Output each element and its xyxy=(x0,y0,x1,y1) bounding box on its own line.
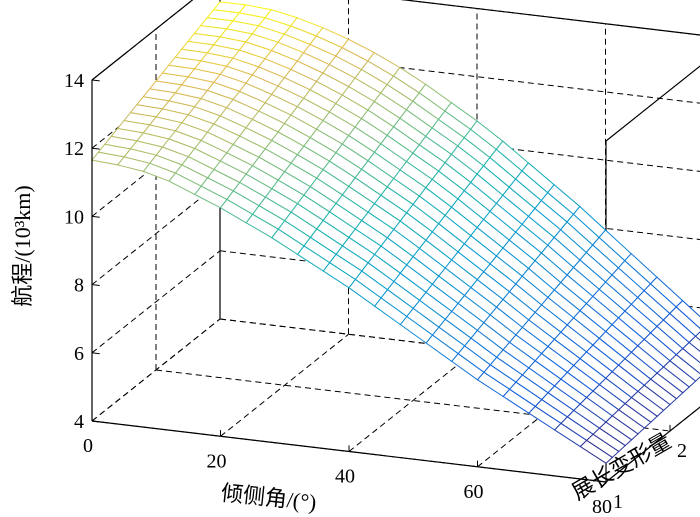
z-tick-mark xyxy=(91,147,100,150)
grid-line-z-back-wall xyxy=(219,113,700,172)
grid-line-z-back-wall xyxy=(219,45,700,104)
surface-cell xyxy=(579,439,614,464)
grid-line-z-left-wall xyxy=(91,250,221,354)
grid-line-x-floor xyxy=(348,349,478,452)
surface-mesh xyxy=(91,1,700,464)
z-tick-label: 6 xyxy=(74,343,84,365)
x-axis-title: 倾侧角/(°) xyxy=(220,480,318,515)
z-tick-mark xyxy=(91,284,100,286)
z-tick-label: 10 xyxy=(64,206,84,228)
x-tick-label: 60 xyxy=(464,481,484,503)
z-tick-label: 12 xyxy=(64,138,84,160)
z-tick-label: 8 xyxy=(74,275,84,297)
x-tick-label: 0 xyxy=(83,435,93,457)
z-tick-mark xyxy=(91,215,100,218)
x-tick-label: 80 xyxy=(592,496,612,517)
tick-marks xyxy=(91,79,671,482)
x-tick-label: 20 xyxy=(207,450,227,472)
grid-line-x-floor xyxy=(220,333,349,437)
tick-labels: 468101214020406080123 xyxy=(64,70,687,517)
surface-cell xyxy=(688,335,700,353)
z-tick-label: 4 xyxy=(74,411,84,433)
z-tick-mark xyxy=(91,352,100,355)
z-axis-title: 航程/(10³km) xyxy=(10,185,35,306)
y-tick-label: 1 xyxy=(613,491,623,513)
x-tick-label: 40 xyxy=(335,466,355,488)
z-tick-mark xyxy=(91,79,100,82)
grid-line-z-back-wall xyxy=(219,182,700,241)
grid-line-z-back-wall xyxy=(401,0,700,36)
y-tick-label: 2 xyxy=(677,440,687,462)
z-tick-label: 14 xyxy=(64,70,84,92)
grid-line-z-left-wall xyxy=(91,182,221,285)
box-edge-top-right-y xyxy=(605,65,700,142)
z-tick-mark xyxy=(91,420,100,423)
